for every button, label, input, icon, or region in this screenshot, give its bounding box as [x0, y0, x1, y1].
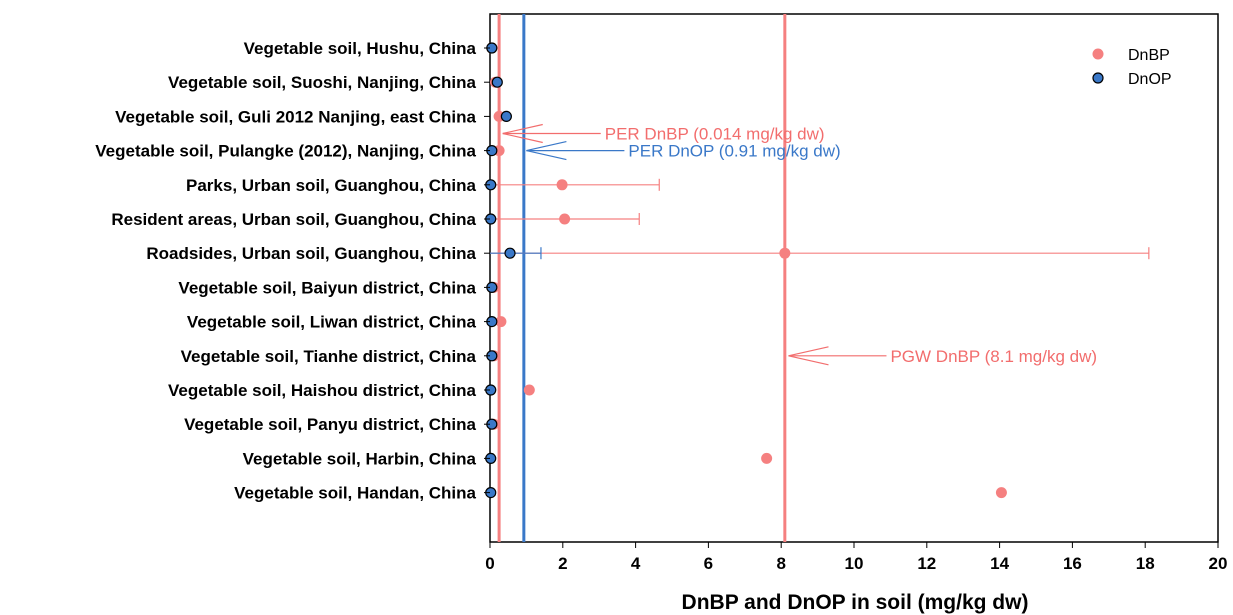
legend-marker-dnbp	[1092, 48, 1104, 60]
y-axis: Vegetable soil, Hushu, China Vegetable so…	[95, 39, 490, 503]
plot-area	[489, 13, 1219, 543]
annotation-label: PER DnBP (0.014 mg/kg dw)	[605, 125, 825, 144]
legend: DnBP DnOP	[1092, 47, 1172, 88]
y-tick-label: Vegetable soil, Harbin, China	[243, 449, 477, 468]
dnbp-point	[556, 179, 568, 191]
y-tick-label: Vegetable soil, Handan, China	[234, 484, 476, 503]
x-tick-label: 4	[631, 554, 641, 573]
annotation-arrow	[526, 141, 567, 152]
dnbp-point	[495, 316, 507, 328]
annotation-label: PGW DnBP (8.1 mg/kg dw)	[890, 347, 1097, 366]
dnop-point	[500, 110, 512, 123]
x-tick-label: 6	[704, 554, 713, 573]
x-axis-title: DnBP and DnOP in soil (mg/kg dw)	[682, 591, 1029, 614]
x-tick-label: 2	[558, 554, 567, 573]
x-tick-label: 8	[776, 554, 785, 573]
x-tick-label: 16	[1063, 554, 1082, 573]
reference-lines	[497, 14, 787, 542]
dnbp-point	[559, 213, 571, 225]
annotation-arrow	[788, 355, 829, 366]
y-tick-label: Vegetable soil, Baiyun district, China	[178, 278, 476, 297]
legend-label-dnop: DnOP	[1128, 71, 1172, 88]
y-tick-label: Parks, Urban soil, Guanghou, China	[186, 176, 477, 195]
legend-label-dnbp: DnBP	[1128, 47, 1170, 64]
dnbp-point	[779, 247, 791, 259]
dnop-point	[491, 76, 503, 88]
y-tick-label: Vegetable soil, Liwan district, China	[187, 313, 477, 332]
x-tick-label: 14	[990, 554, 1009, 573]
y-tick-label: Vegetable soil, Suoshi, Nanjing, China	[168, 73, 476, 92]
x-tick-label: 12	[917, 554, 936, 573]
y-tick-label: Resident areas, Urban soil, Guanghou, Ch…	[111, 210, 476, 229]
data-points	[485, 42, 1007, 499]
annotations: PER DnBP (0.014 mg/kg dw)PER DnOP (0.91 …	[502, 123, 1097, 366]
y-tick-label: Vegetable soil, Haishou district, China	[168, 381, 477, 400]
y-tick-label: Vegetable soil, Hushu, China	[244, 39, 477, 58]
annotation-arrow	[526, 150, 567, 161]
annotation-arrow	[502, 132, 543, 144]
y-tick-label: Vegetable soil, Guli 2012 Nanjing, east …	[115, 107, 476, 126]
y-tick-label: Vegetable soil, Panyu district, China	[184, 415, 476, 434]
dnop-point	[504, 247, 516, 259]
annotation-label: PER DnOP (0.91 mg/kg dw)	[628, 142, 840, 161]
error-bars	[490, 178, 1150, 260]
legend-marker-dnop	[1092, 72, 1104, 84]
y-tick-label: Vegetable soil, Tianhe district, China	[181, 347, 477, 366]
x-axis: 0 2 4 6 8 10 12 14 16 18 20	[485, 542, 1227, 573]
x-tick-label: 20	[1209, 554, 1228, 573]
annotation-arrow	[788, 346, 829, 357]
annotation-arrow	[502, 123, 543, 135]
y-tick-label: Vegetable soil, Pulangke (2012), Nanjing…	[95, 142, 476, 161]
x-tick-label: 18	[1136, 554, 1155, 573]
x-tick-label: 10	[845, 554, 864, 573]
dnbp-point	[995, 487, 1007, 499]
dnbp-point	[523, 384, 535, 396]
y-tick-label: Roadsides, Urban soil, Guanghou, China	[146, 244, 476, 263]
dnbp-point	[761, 452, 773, 464]
x-tick-label: 0	[485, 554, 494, 573]
